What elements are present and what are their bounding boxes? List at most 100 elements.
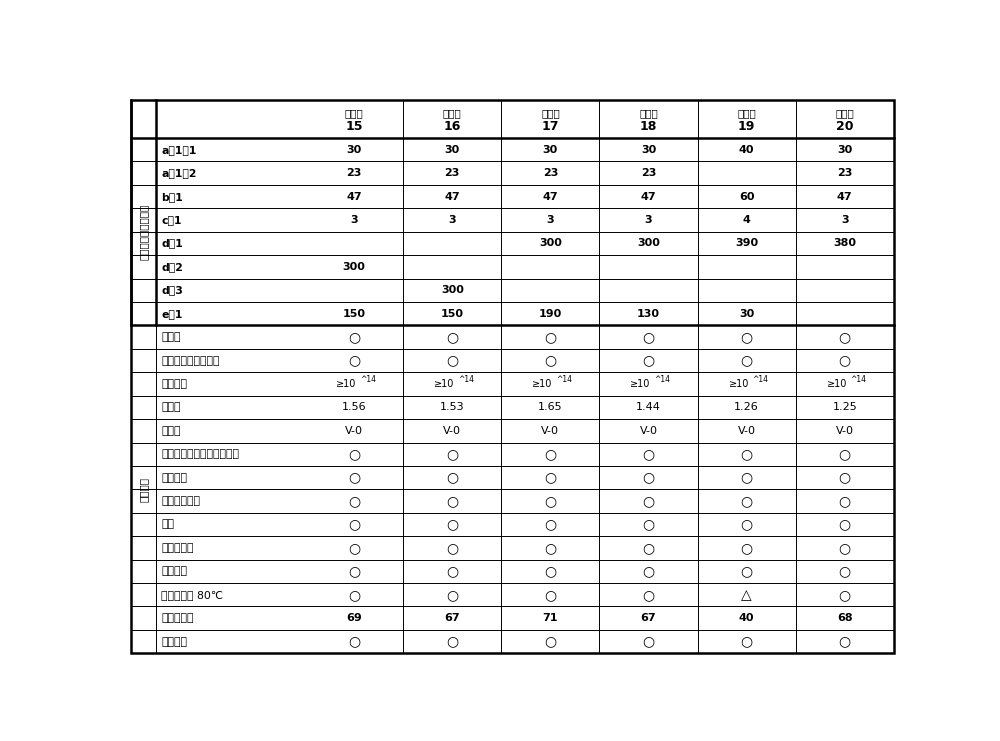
Text: ○: ○ <box>642 588 655 602</box>
Text: 制造性: 制造性 <box>161 332 181 342</box>
Text: ○: ○ <box>544 494 556 508</box>
Text: 190: 190 <box>539 309 562 319</box>
Text: ○: ○ <box>839 541 851 555</box>
Text: ≥10: ≥10 <box>827 379 847 389</box>
Text: V-0: V-0 <box>738 426 756 436</box>
Text: ○: ○ <box>741 353 753 368</box>
Text: ^14: ^14 <box>360 375 376 385</box>
Text: V-0: V-0 <box>443 426 461 436</box>
Text: 23: 23 <box>543 168 558 178</box>
Text: 30: 30 <box>739 309 754 319</box>
Text: ≥10: ≥10 <box>336 379 356 389</box>
Text: 実施例: 実施例 <box>639 109 658 119</box>
Text: ○: ○ <box>348 494 360 508</box>
Text: V-0: V-0 <box>639 426 657 436</box>
Text: ○: ○ <box>839 353 851 368</box>
Text: 1.56: 1.56 <box>342 402 366 413</box>
Text: d－1: d－1 <box>161 239 183 248</box>
Text: 69: 69 <box>346 614 362 623</box>
Text: ○: ○ <box>839 517 851 531</box>
Text: ○: ○ <box>741 565 753 579</box>
Text: 150: 150 <box>343 309 366 319</box>
Text: ○: ○ <box>741 517 753 531</box>
Text: 実施例: 実施例 <box>835 109 854 119</box>
Text: 3: 3 <box>547 215 554 225</box>
Text: 3: 3 <box>448 215 456 225</box>
Text: 挤压扭矩: 挤压扭矩 <box>161 473 187 482</box>
Text: 3: 3 <box>350 215 358 225</box>
Text: 47: 47 <box>641 192 656 202</box>
Text: 23: 23 <box>641 168 656 178</box>
Text: 评价结果: 评价结果 <box>139 477 149 502</box>
Text: ○: ○ <box>642 494 655 508</box>
Text: ○: ○ <box>348 565 360 579</box>
Text: V-0: V-0 <box>345 426 363 436</box>
Text: ○: ○ <box>446 588 458 602</box>
Text: ○: ○ <box>642 353 655 368</box>
Text: ○: ○ <box>642 634 655 648</box>
Text: 68: 68 <box>837 614 853 623</box>
Text: ○: ○ <box>839 494 851 508</box>
Text: ○: ○ <box>839 565 851 579</box>
Text: ○: ○ <box>741 494 753 508</box>
Text: ○: ○ <box>446 494 458 508</box>
Text: ○: ○ <box>544 541 556 555</box>
Text: 実施例: 実施例 <box>737 109 756 119</box>
Text: V-0: V-0 <box>836 426 854 436</box>
Text: ○: ○ <box>446 517 458 531</box>
Text: ○: ○ <box>348 517 360 531</box>
Text: a－1－2: a－1－2 <box>161 168 197 178</box>
Text: ≥10: ≥10 <box>630 379 651 389</box>
Text: a－1－1: a－1－1 <box>161 144 196 155</box>
Text: 15: 15 <box>345 120 363 133</box>
Text: ≥10: ≥10 <box>434 379 455 389</box>
Text: 配合组成（质量份）: 配合组成（质量份） <box>139 204 149 260</box>
Text: ○: ○ <box>348 353 360 368</box>
Text: ^14: ^14 <box>556 375 572 385</box>
Text: ≥10: ≥10 <box>729 379 749 389</box>
Text: 30: 30 <box>445 144 460 155</box>
Text: ^14: ^14 <box>851 375 867 385</box>
Text: 30: 30 <box>641 144 656 155</box>
Text: ○: ○ <box>446 565 458 579</box>
Text: 実施例: 実施例 <box>345 109 364 119</box>
Text: ○: ○ <box>642 330 655 344</box>
Text: ○: ○ <box>446 471 458 485</box>
Text: 300: 300 <box>343 262 366 272</box>
Text: d－3: d－3 <box>161 285 183 296</box>
Text: 抗渗出性: 抗渗出性 <box>161 637 187 647</box>
Text: e－1: e－1 <box>161 309 182 319</box>
Text: 実施例: 実施例 <box>541 109 560 119</box>
Text: 1.26: 1.26 <box>734 402 759 413</box>
Text: 16: 16 <box>444 120 461 133</box>
Text: ○: ○ <box>741 448 753 461</box>
Text: 17: 17 <box>542 120 559 133</box>
Text: 47: 47 <box>837 192 853 202</box>
Text: 导热性: 导热性 <box>161 402 181 413</box>
Text: ≥10: ≥10 <box>532 379 553 389</box>
Text: ○: ○ <box>839 588 851 602</box>
Text: ○: ○ <box>642 541 655 555</box>
Text: 20: 20 <box>836 120 853 133</box>
Text: b－1: b－1 <box>161 192 183 202</box>
Text: 実施例: 実施例 <box>443 109 462 119</box>
Text: ○: ○ <box>544 471 556 485</box>
Text: 30: 30 <box>837 144 852 155</box>
Text: 67: 67 <box>444 614 460 623</box>
Text: 300: 300 <box>539 239 562 248</box>
Text: ○: ○ <box>642 565 655 579</box>
Text: ○: ○ <box>348 471 360 485</box>
Text: ○: ○ <box>348 634 360 648</box>
Text: 67: 67 <box>641 614 656 623</box>
Text: 71: 71 <box>543 614 558 623</box>
Text: ○: ○ <box>839 634 851 648</box>
Text: ○: ○ <box>446 448 458 461</box>
Text: 47: 47 <box>543 192 558 202</box>
Text: ○: ○ <box>839 471 851 485</box>
Text: d－2: d－2 <box>161 262 183 272</box>
Text: ○: ○ <box>544 565 556 579</box>
Text: ○: ○ <box>544 448 556 461</box>
Text: 耐电解液性 80℃: 耐电解液性 80℃ <box>161 590 223 599</box>
Text: 19: 19 <box>738 120 755 133</box>
Text: 电绝缘性: 电绝缘性 <box>161 379 187 389</box>
